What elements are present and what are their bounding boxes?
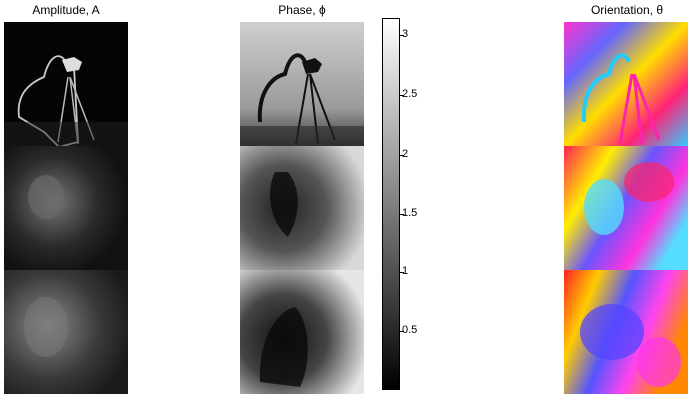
orientation-image — [564, 22, 688, 394]
colorbar-tick — [400, 35, 404, 36]
phase-colorbar — [382, 18, 400, 390]
colorbar-tick — [400, 214, 404, 215]
amplitude-image — [4, 22, 128, 394]
colorbar-tick-label: 1 — [402, 265, 409, 277]
amplitude-title: Amplitude, A — [32, 3, 100, 17]
colorbar-tick — [400, 155, 404, 156]
colorbar-tick-label: 2.5 — [402, 88, 418, 100]
colorbar-tick-label: 3 — [402, 28, 409, 40]
colorbar-tick — [400, 331, 404, 332]
orientation-title: Orientation, θ — [590, 3, 664, 17]
colorbar-tick-label: 0.5 — [402, 324, 418, 336]
colorbar-tick — [400, 272, 404, 273]
colorbar-tick-label: 1.5 — [402, 207, 418, 219]
colorbar-tick-label: 2 — [402, 148, 409, 160]
phase-title: Phase, ϕ — [278, 3, 326, 17]
colorbar-tick — [400, 95, 404, 96]
phase-image — [240, 22, 364, 394]
